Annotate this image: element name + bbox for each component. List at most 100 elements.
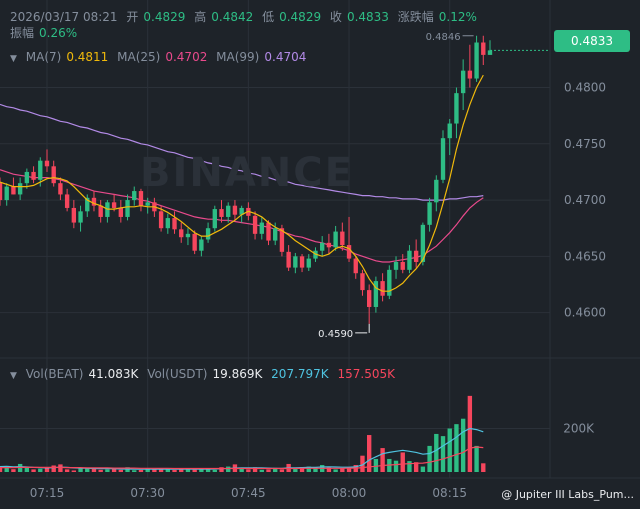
candle-body	[185, 233, 191, 238]
candle-body	[360, 273, 365, 291]
volume-bar	[138, 469, 144, 472]
volume-bar	[58, 464, 63, 472]
candle-body	[320, 242, 325, 251]
candle-body	[51, 166, 56, 184]
volume-bar	[299, 466, 305, 472]
candle-body	[467, 70, 473, 79]
time-tick-label: 07:30	[130, 486, 165, 500]
volume-bar	[366, 435, 372, 472]
candle-body	[266, 222, 271, 241]
candle-body	[447, 123, 452, 139]
volume-bar	[105, 469, 110, 472]
volume-bar	[273, 467, 278, 472]
volume-bar	[346, 467, 352, 472]
volume-bar	[340, 468, 345, 472]
volume-bar	[4, 467, 9, 472]
low-value: 0.4829	[279, 10, 322, 24]
volume-bar	[24, 467, 30, 472]
volume-bar	[125, 467, 130, 472]
candle-body	[407, 250, 412, 270]
close-value: 0.4833	[346, 10, 389, 24]
annotations: 0.4590 0.4846	[318, 32, 550, 340]
ohlc-header: 2026/03/17 08:21 开 0.4829 高 0.4842 低 0.4829…	[10, 8, 482, 25]
volume-bar	[474, 445, 479, 472]
volume-bar	[165, 469, 170, 472]
candle-body	[58, 183, 63, 195]
volume-bar	[152, 469, 157, 472]
volume-bar	[407, 461, 412, 472]
candle-body	[17, 183, 23, 195]
candle-body	[85, 197, 90, 212]
candle-body	[78, 211, 83, 223]
volume-bar	[454, 424, 459, 472]
candle-body	[212, 209, 217, 229]
time-tick-label: 08:00	[332, 486, 367, 500]
ma25-label: MA(25)	[117, 50, 161, 64]
candle-body	[293, 256, 298, 268]
volume-bar	[51, 465, 56, 472]
volume-bar	[179, 468, 184, 472]
candle-body	[11, 186, 16, 195]
candle-body	[366, 290, 372, 307]
volume-bar	[199, 469, 204, 472]
candle-body	[219, 209, 224, 217]
candle-body	[192, 233, 197, 251]
candle-body	[226, 205, 231, 217]
volume-bar	[239, 468, 244, 472]
volume-ma-long-path	[0, 446, 484, 470]
high-label: 高	[194, 10, 207, 24]
candle-body	[393, 261, 399, 270]
candle-body	[326, 242, 332, 248]
ma-legend[interactable]: ▼ MA(7) 0.4811 MA(25) 0.4702 MA(99) 0.4704	[10, 50, 311, 64]
price-tick-label: 0.4600	[564, 306, 606, 320]
candle-body	[239, 207, 244, 215]
volume-legend[interactable]: ▼ Vol(BEAT) 41.083K Vol(USDT) 19.869K 207.…	[10, 367, 400, 381]
vol-ma1-value: 207.797K	[271, 367, 329, 381]
candle-body	[427, 202, 432, 225]
close-label: 收	[329, 10, 342, 24]
credit-text: @ Jupiter III Labs_Pum...	[501, 488, 634, 501]
candle-body	[481, 42, 486, 55]
price-tick-label: 0.4750	[564, 137, 606, 151]
candle-body	[145, 202, 150, 206]
candle-body	[31, 171, 36, 180]
volume-bar	[185, 468, 191, 472]
candle-body	[333, 231, 338, 248]
candle-body	[0, 182, 3, 201]
candle-body	[111, 202, 117, 208]
candle-body	[44, 160, 50, 167]
candle-body	[24, 171, 30, 184]
price-tick-label: 0.4700	[564, 193, 606, 207]
amplitude-label: 振幅	[10, 26, 35, 40]
volume-bar	[85, 468, 90, 472]
candle-body	[279, 228, 285, 252]
volume-bar	[420, 466, 426, 472]
high-value: 0.4842	[211, 10, 254, 24]
candle-body	[38, 160, 43, 180]
volume-bar	[393, 460, 399, 472]
volume-bar	[427, 445, 432, 472]
open-label: 开	[126, 10, 139, 24]
ma99-value: 0.4704	[264, 50, 307, 64]
candle-body	[232, 205, 238, 215]
volume-bar	[400, 452, 405, 472]
volume-bar	[360, 455, 365, 472]
current-price-tag: 0.4833	[554, 30, 630, 52]
chevron-down-icon[interactable]: ▼	[10, 371, 17, 381]
ma7-label: MA(7)	[25, 50, 62, 64]
candle-body	[252, 215, 258, 234]
volume-bar	[279, 469, 285, 472]
volume-bar	[293, 468, 298, 472]
volume-bar	[11, 469, 16, 472]
binance-watermark: BINANCE	[140, 150, 354, 196]
price-tick-label: 0.4650	[564, 249, 606, 263]
volume-bar	[98, 469, 103, 472]
volume-bar	[91, 468, 97, 472]
candle-body	[420, 224, 426, 262]
volume-tick-label: 200K	[563, 422, 595, 436]
candle-body	[306, 258, 311, 268]
chevron-down-icon[interactable]: ▼	[10, 54, 17, 64]
vol-usdt-value: 19.869K	[212, 367, 263, 381]
volume-bar	[38, 468, 43, 472]
